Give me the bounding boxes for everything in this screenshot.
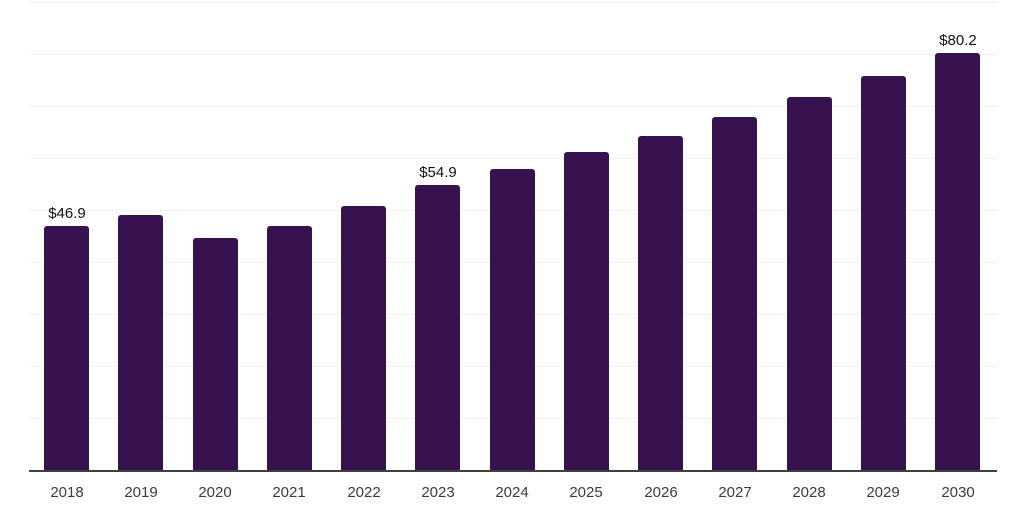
bar-2027: [712, 117, 757, 470]
x-tick-label-2022: 2022: [347, 484, 381, 501]
bar-2022: [341, 206, 386, 470]
bar-2021: [267, 226, 312, 470]
bar-2019: [118, 215, 163, 470]
x-tick-label-2025: 2025: [569, 484, 603, 501]
bar-2028: [787, 97, 832, 470]
x-tick-label-2024: 2024: [495, 484, 529, 501]
gridline-90: [29, 2, 997, 3]
x-tick-label-2019: 2019: [124, 484, 158, 501]
bar-2026: [638, 136, 683, 470]
x-tick-label-2026: 2026: [644, 484, 678, 501]
x-tick-label-2027: 2027: [718, 484, 752, 501]
bar-2024: [490, 169, 535, 470]
bar-2018: [44, 226, 89, 470]
bar-2029: [861, 76, 906, 470]
bar-2030: [935, 53, 980, 470]
gridline-80: [29, 54, 997, 55]
data-label-2023: $54.9: [419, 164, 457, 181]
x-tick-label-2028: 2028: [792, 484, 826, 501]
data-label-2018: $46.9: [48, 205, 86, 222]
gridline-70: [29, 106, 997, 107]
x-tick-label-2018: 2018: [50, 484, 84, 501]
x-tick-label-2021: 2021: [272, 484, 306, 501]
bar-2020: [193, 238, 238, 470]
x-tick-label-2023: 2023: [421, 484, 455, 501]
bar-2025: [564, 152, 609, 470]
x-tick-label-2030: 2030: [941, 484, 975, 501]
x-tick-label-2020: 2020: [198, 484, 232, 501]
bar-2023: [415, 185, 460, 470]
data-label-2030: $80.2: [939, 32, 977, 49]
x-tick-label-2029: 2029: [866, 484, 900, 501]
gridline-60: [29, 158, 997, 159]
x-axis-line: [29, 470, 997, 472]
